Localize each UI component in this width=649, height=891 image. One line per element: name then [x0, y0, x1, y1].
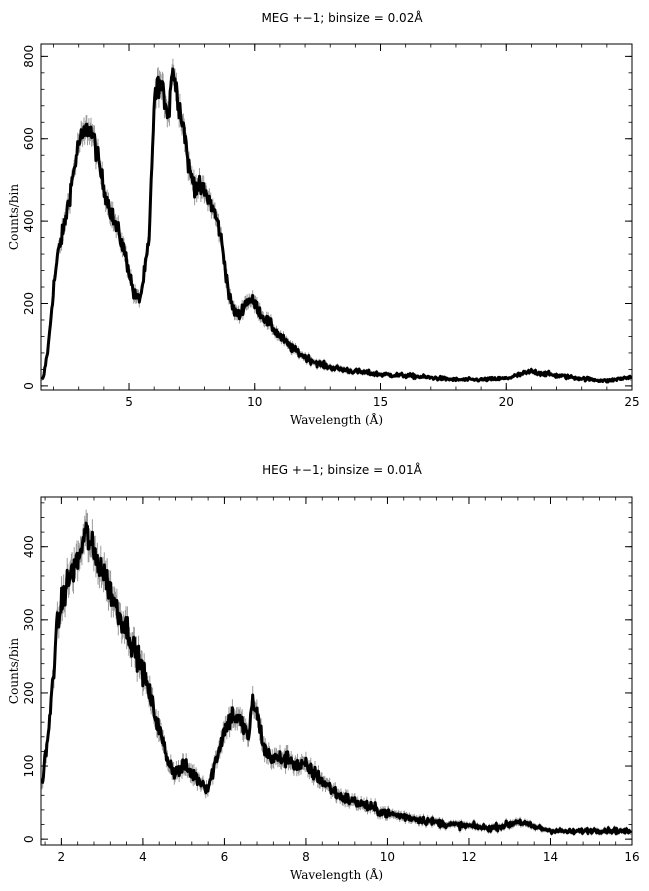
panel-meg: MEG +−1; binsize = 0.02Å 5 10 15 20 25 0 200 4… — [7, 10, 640, 427]
y-axis-label: Counts/bin — [7, 184, 21, 250]
x-axis: 2 4 6 8 10 12 14 16 — [44, 497, 640, 864]
y-axis: 0 100 200 300 400 — [22, 502, 632, 843]
series-line — [40, 67, 633, 384]
error-band — [41, 58, 632, 384]
x-tick-label: 12 — [461, 850, 476, 864]
y-tick-label: 200 — [22, 292, 36, 315]
y-tick-label: 300 — [22, 608, 36, 631]
x-tick-label: 6 — [221, 850, 229, 864]
x-tick-label: 15 — [373, 395, 388, 409]
y-axis: 0 200 400 600 800 — [22, 45, 632, 390]
x-tick-label: 10 — [380, 850, 395, 864]
x-axis: 5 10 15 20 25 — [53, 44, 640, 409]
series-line — [40, 521, 633, 836]
panel-title: HEG +−1; binsize = 0.01Å — [262, 462, 423, 477]
x-tick-label: 16 — [624, 850, 639, 864]
y-tick-label: 800 — [22, 45, 36, 68]
x-tick-label: 20 — [499, 395, 514, 409]
x-tick-label: 14 — [543, 850, 558, 864]
x-tick-label: 2 — [58, 850, 66, 864]
x-tick-label: 8 — [302, 850, 310, 864]
x-tick-label: 25 — [624, 395, 639, 409]
panel-heg: HEG +−1; binsize = 0.01Å 2 4 6 8 10 12 14 16 0 1… — [7, 462, 640, 882]
x-axis-label: Wavelength (Å) — [290, 412, 383, 427]
y-tick-label: 0 — [22, 835, 36, 843]
y-tick-label: 200 — [22, 681, 36, 704]
x-tick-label: 10 — [247, 395, 262, 409]
y-tick-label: 400 — [22, 210, 36, 233]
plot-frame — [40, 43, 633, 391]
x-tick-label: 4 — [139, 850, 147, 864]
y-tick-label: 600 — [22, 127, 36, 150]
x-axis-label: Wavelength (Å) — [290, 867, 383, 882]
y-tick-label: 100 — [22, 755, 36, 778]
plot-frame — [40, 496, 633, 846]
x-tick-label: 5 — [125, 395, 133, 409]
y-tick-label: 400 — [22, 535, 36, 558]
panel-title: MEG +−1; binsize = 0.02Å — [261, 10, 423, 25]
y-axis-label: Counts/bin — [7, 638, 21, 704]
y-tick-label: 0 — [22, 382, 36, 390]
